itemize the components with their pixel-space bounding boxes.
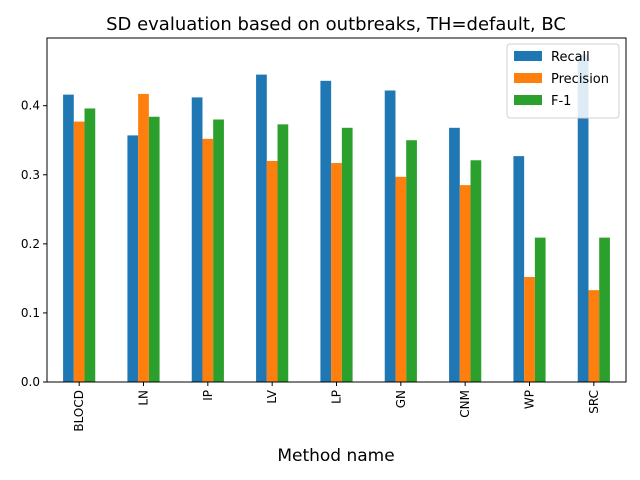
x-tick-label: CNM bbox=[458, 390, 472, 418]
bar-precision-blocd bbox=[73, 121, 85, 382]
bar-f-1-src bbox=[599, 237, 610, 382]
bar-recall-lp bbox=[320, 80, 332, 382]
bar-recall-cnm bbox=[449, 127, 460, 382]
x-tick-label: SRC bbox=[587, 390, 601, 414]
y-tick-label: 0.4 bbox=[21, 99, 40, 113]
chart-title: SD evaluation based on outbreaks, TH=def… bbox=[106, 14, 566, 35]
bar-f-1-blocd bbox=[84, 108, 96, 383]
bar-precision-wp bbox=[524, 277, 535, 382]
bar-f-1-wp bbox=[534, 237, 546, 382]
bar-f-1-lp bbox=[341, 127, 353, 382]
bar-f-1-ln bbox=[148, 116, 160, 382]
x-tick-label: IP bbox=[201, 390, 215, 401]
y-tick-label: 0.2 bbox=[21, 237, 40, 251]
bar-recall-ip bbox=[191, 97, 203, 382]
legend: Recall Precision F-1 bbox=[506, 43, 620, 119]
bar-precision-src bbox=[588, 290, 600, 382]
x-tick-label: BLOCD bbox=[72, 390, 86, 432]
bar-recall-gn bbox=[384, 90, 396, 382]
bar-recall-ln bbox=[127, 135, 139, 382]
legend-label: F-1 bbox=[551, 94, 571, 109]
bar-f-1-ip bbox=[213, 119, 224, 382]
x-tick-label: LV bbox=[265, 389, 279, 403]
x-tick-label: LN bbox=[137, 390, 151, 406]
legend-swatch bbox=[514, 51, 542, 61]
x-tick-label: LP bbox=[330, 390, 344, 404]
bar-f-1-gn bbox=[406, 140, 417, 382]
bars-layer bbox=[63, 54, 610, 383]
bar-precision-cnm bbox=[459, 185, 471, 382]
bar-precision-ip bbox=[202, 138, 214, 382]
x-axis: BLOCD LN IP LV LP GN CNM WP SRC bbox=[72, 382, 601, 432]
x-tick-label: WP bbox=[523, 390, 537, 409]
bar-f-1-cnm bbox=[470, 160, 482, 382]
bar-f-1-lv bbox=[277, 124, 289, 382]
legend-label: Precision bbox=[551, 72, 609, 87]
y-tick-label: 0.3 bbox=[21, 168, 40, 182]
y-axis: 0.0 0.1 0.2 0.3 0.4 bbox=[21, 99, 47, 389]
bar-recall-blocd bbox=[63, 94, 74, 382]
bar-precision-lv bbox=[266, 160, 278, 382]
bar-precision-gn bbox=[395, 176, 407, 382]
legend-swatch bbox=[514, 95, 542, 105]
x-axis-label: Method name bbox=[277, 446, 394, 466]
bar-recall-src bbox=[577, 54, 589, 382]
bar-precision-ln bbox=[138, 93, 149, 382]
legend-swatch bbox=[514, 73, 542, 83]
bar-recall-lv bbox=[256, 74, 267, 383]
y-tick-label: 0.1 bbox=[21, 306, 40, 320]
y-tick-label: 0.0 bbox=[21, 375, 40, 389]
x-tick-label: GN bbox=[394, 390, 408, 408]
bar-precision-lp bbox=[331, 163, 342, 382]
bar-recall-wp bbox=[513, 156, 525, 382]
legend-label: Recall bbox=[551, 50, 590, 65]
